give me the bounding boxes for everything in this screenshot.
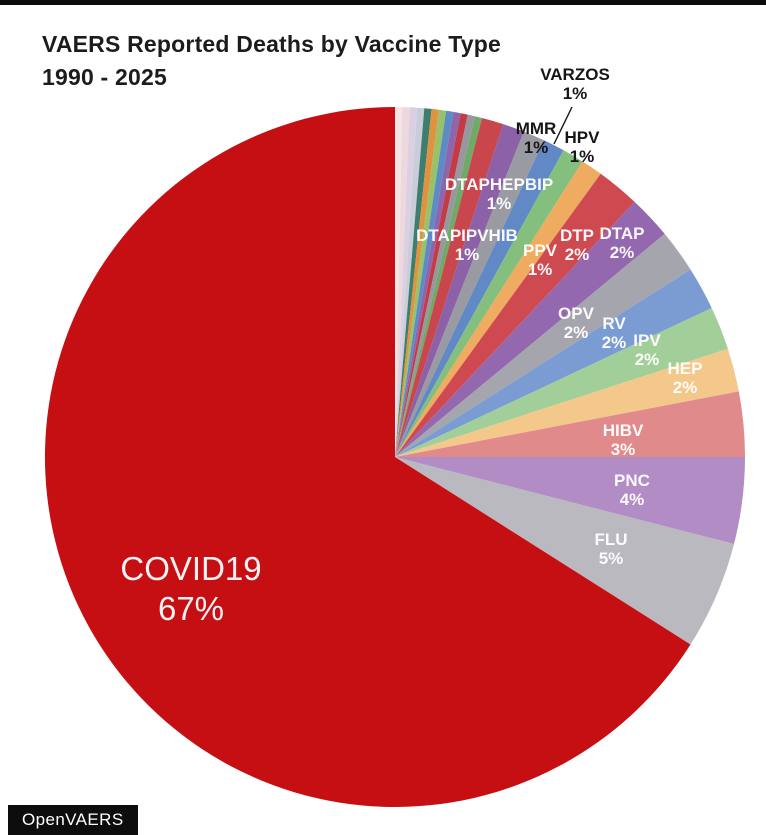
slice-label-OPV: OPV [558,304,595,323]
slice-pct-PPV: 1% [528,260,553,279]
slice-pct-FLU: 5% [599,549,624,568]
pie-slice-sliver [395,107,425,457]
slice-label-PPV: PPV [523,241,558,260]
slice-pct-DTAP: 2% [610,243,635,262]
slice-label-VARZOS: VARZOS [540,65,610,84]
pie-slice-RV [395,269,712,457]
slice-label-DTAP: DTAP [599,224,644,243]
pie-slice-MMR [395,131,544,457]
slice-pct-DTP: 2% [565,245,590,264]
slice-pct-HEP: 2% [673,378,698,397]
pie-slice-sliver [395,116,482,457]
pie-slice-HIBV [395,391,746,457]
pie-slice-DTAPHEPBIP [395,124,524,457]
pie-slice-sliver [395,108,439,458]
varzos-leader-line [553,106,573,145]
slice-label-IPV: IPV [633,331,661,350]
openvaers-watermark: OpenVAERS [8,805,138,835]
slice-label-HPV: HPV [565,128,601,147]
slice-pct-DTAPHEPBIP: 1% [487,194,512,213]
chart-title-line2: 1990 - 2025 [42,64,167,90]
slice-label-FLU: FLU [594,530,627,549]
pie-slice-sliver [395,107,403,457]
pie-slice-sliver [395,108,432,457]
top-border-bar [0,0,766,5]
pie-slice-COVID19 [44,106,691,808]
pie-slice-IPV [395,308,728,457]
slice-label-RV: RV [602,314,626,333]
slice-pct-COVID19: 67% [158,590,224,627]
slice-pct-VARZOS: 1% [563,84,588,103]
pie-slice-sliver [395,113,468,457]
slice-label-MMR: MMR [516,119,557,138]
pie-slice-sliver [395,109,447,458]
pie-slice-DTP [395,173,635,458]
slice-label-PNC: PNC [614,471,650,490]
slice-pct-OPV: 2% [564,323,589,342]
slice-pct-DTAPIPVHIB: 1% [455,245,480,264]
chart-title: VAERS Reported Deaths by Vaccine Type 19… [42,28,501,94]
pie-slice-PPV [395,161,601,457]
slice-label-DTP: DTP [560,226,594,245]
slice-pct-PNC: 4% [620,490,645,509]
pie-slice-sliver [395,110,454,458]
pie-slice-sliver [395,114,475,457]
pie-slice-VARZOS [395,140,564,458]
pie-slice-HEP [395,348,739,457]
pie-slice-DTAP [395,201,665,457]
pie-slice-sliver [395,107,417,458]
slice-pct-MMR: 1% [524,138,549,157]
pie-slice-sliver [395,111,461,458]
slice-label-COVID19: COVID19 [120,550,261,587]
slice-label-DTAPHEPBIP: DTAPHEPBIP [445,175,553,194]
slice-pct-IPV: 2% [635,350,660,369]
slice-pct-HPV: 1% [570,147,595,166]
pie-slice-OPV [395,233,691,457]
slice-label-HIBV: HIBV [603,421,644,440]
pie-slice-HPV [395,150,583,458]
slice-label-DTAPIPVHIB: DTAPIPVHIB [416,226,518,245]
pie-slice-PNC [395,457,745,544]
slice-pct-RV: 2% [602,333,627,352]
chart-title-line1: VAERS Reported Deaths by Vaccine Type [42,31,502,57]
pie-slice-sliver [395,107,410,457]
slice-pct-HIBV: 3% [611,440,636,459]
pie-slice-DTAPIPVHIB [395,118,504,457]
slice-label-HEP: HEP [668,359,703,378]
pie-slice-FLU [395,457,734,645]
